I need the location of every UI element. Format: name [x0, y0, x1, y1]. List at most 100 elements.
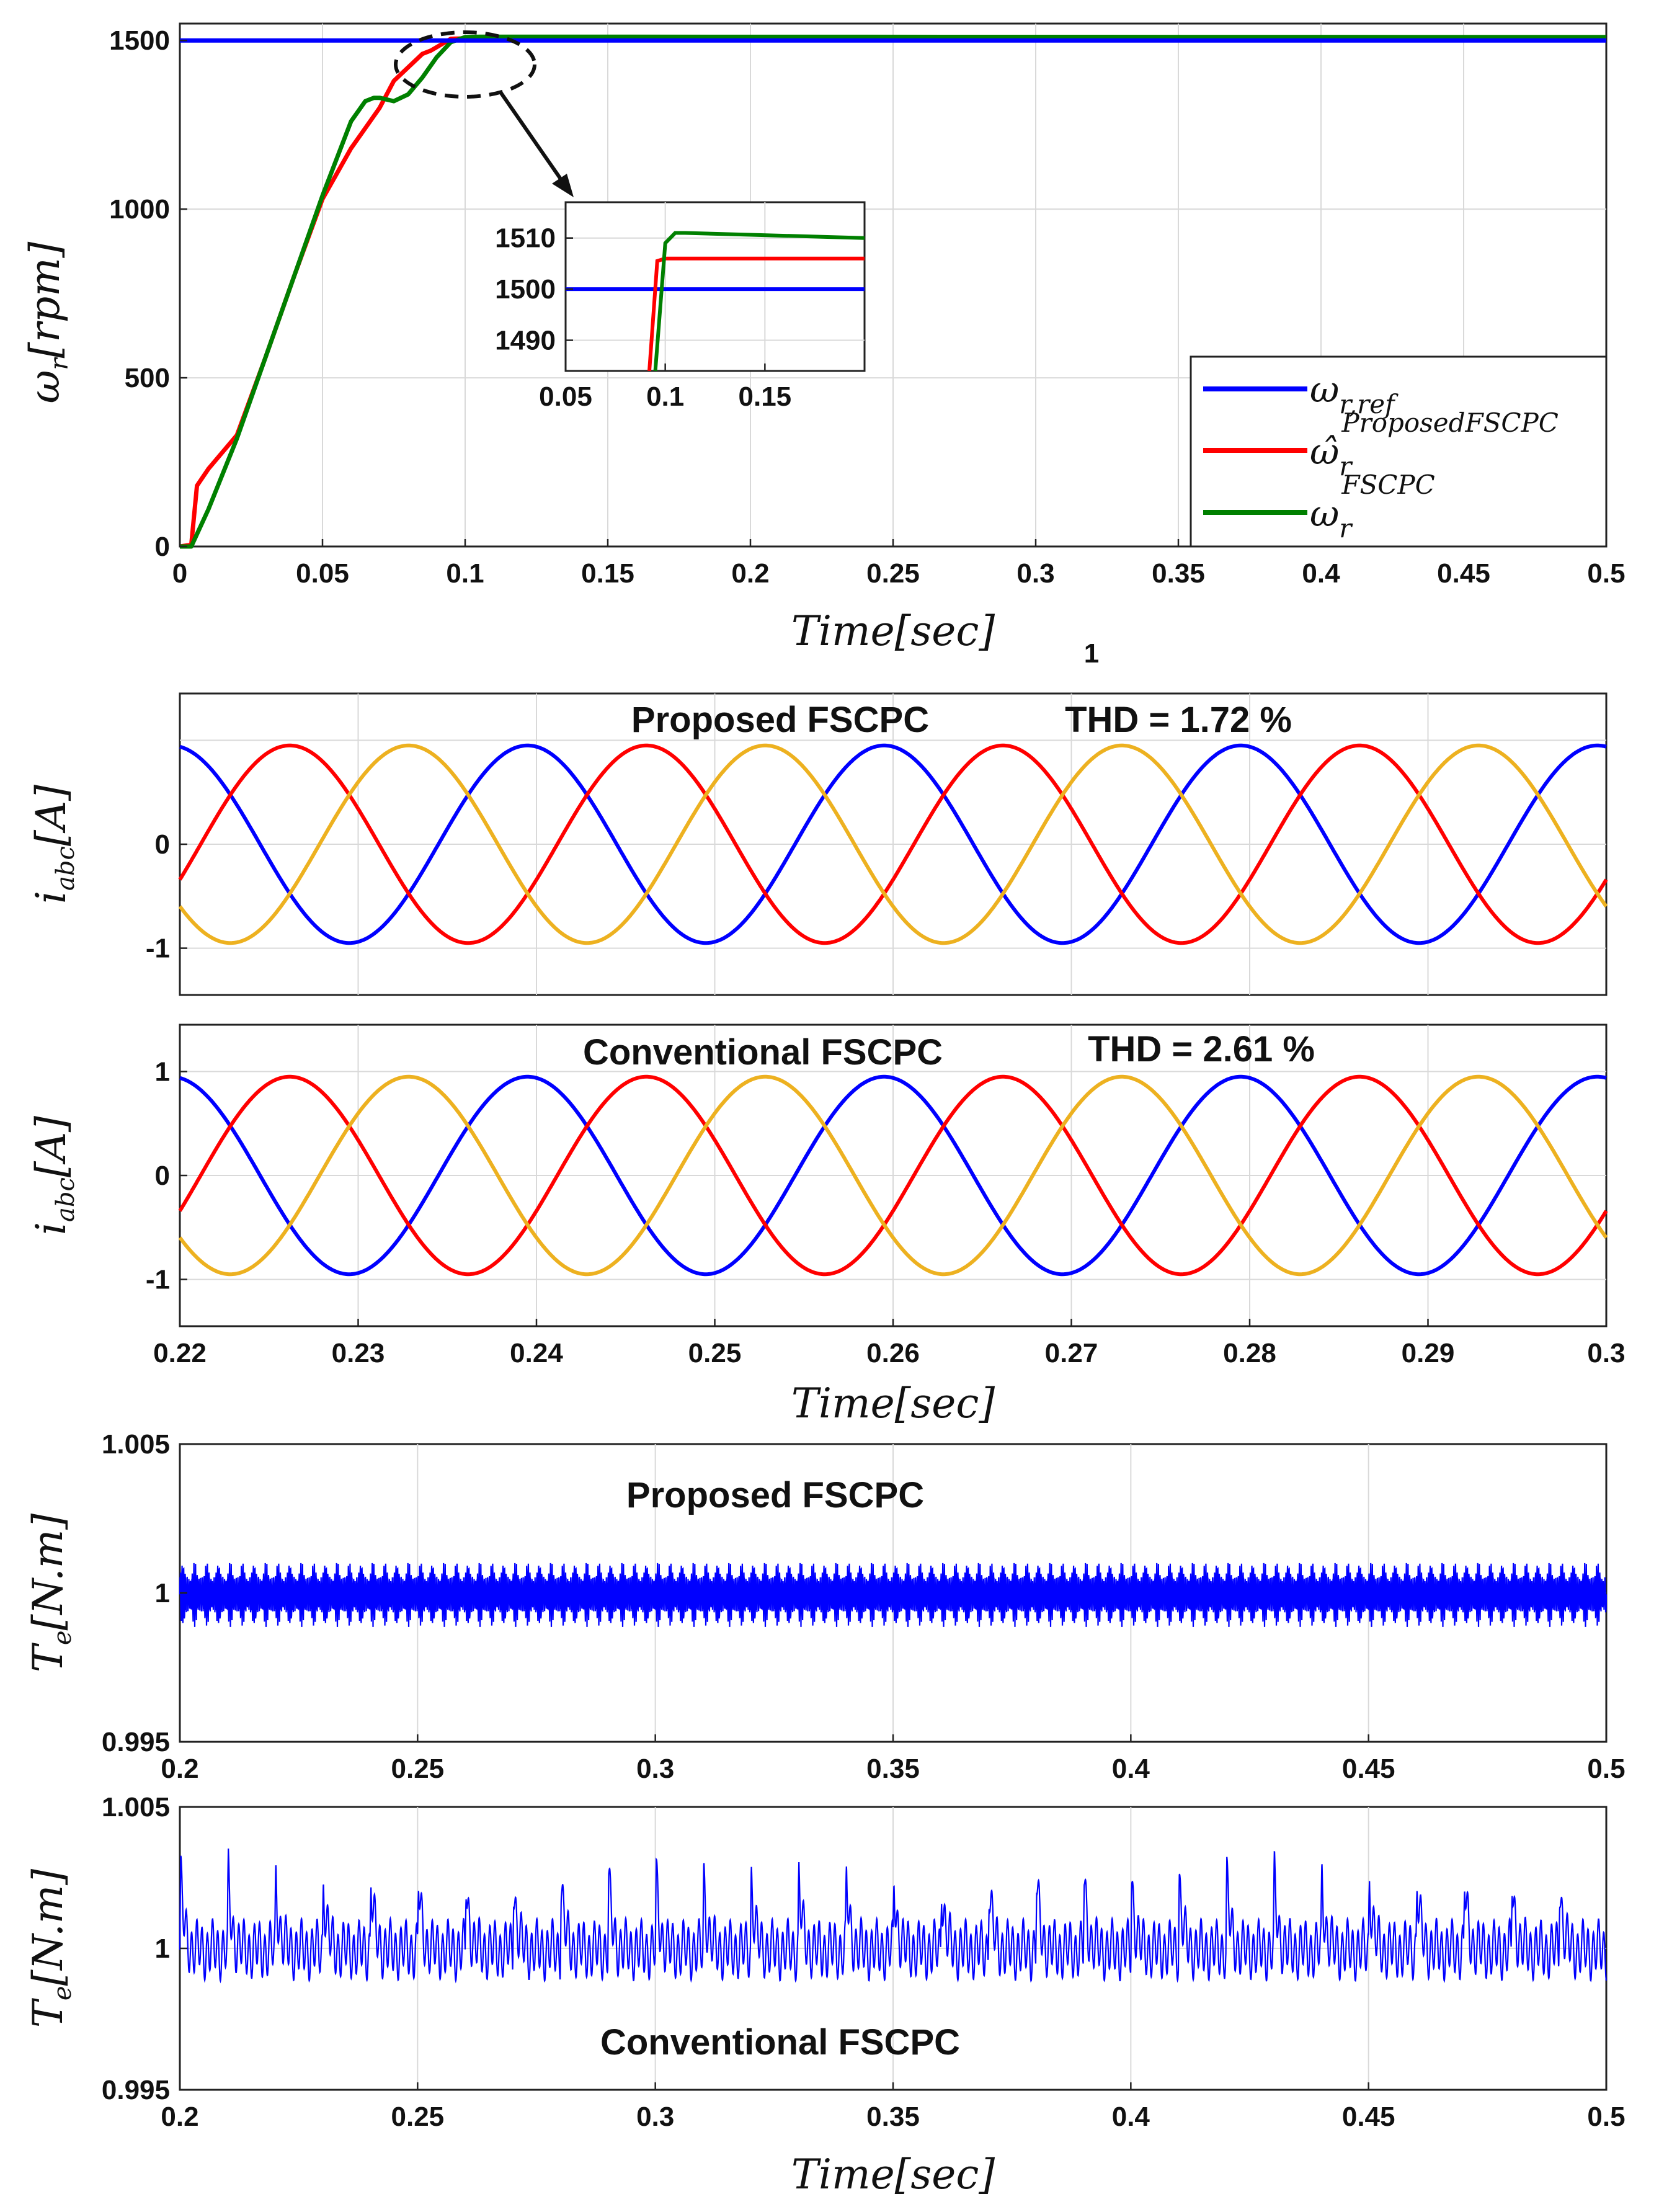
stray-mark: 1	[1084, 638, 1099, 669]
torque-conventional-xlabel: Time[sec]	[791, 2151, 995, 2198]
torque-conventional-yticks: 0.995 1 1.005	[102, 1792, 187, 2105]
inset-ytick-label: 1510	[495, 223, 556, 254]
current-conventional-panel: 0.22 0.23 0.24 0.25 0.26 0.27 0.28 0.29 0.3 -1 0 1…	[27, 1023, 1626, 1427]
current-conventional-xtick-label: 0.23	[332, 1338, 385, 1368]
torque-proposed-ytick-label: 0.995	[102, 1727, 170, 1757]
speed-xtick-label: 0.4	[1302, 558, 1340, 589]
speed-series	[179, 34, 1607, 549]
legend-label-ref: ωr,ref	[1310, 368, 1399, 419]
inset-plot: 0.05 0.1 0.15 1490 1500 1510	[495, 201, 866, 412]
current-conventional-ytick-label: 0	[155, 1161, 170, 1191]
torque-proposed-title: Proposed FSCPC	[626, 1475, 924, 1515]
current-proposed-title: Proposed FSCPC	[631, 700, 929, 740]
current-conventional-ytick-label: -1	[146, 1265, 170, 1295]
inset-xtick-label: 0.05	[539, 381, 592, 412]
torque-conventional-ripple-line	[179, 1849, 1608, 1984]
inset-series-line	[653, 231, 865, 372]
torque-proposed-yticks: 0.995 1 1.005	[102, 1429, 187, 1757]
torque-conventional-ytick-label: 1	[155, 1933, 170, 1964]
torque-conventional-xtick-label: 0.25	[391, 2102, 445, 2132]
current-conventional-xtick-label: 0.29	[1402, 1338, 1455, 1368]
torque-conventional-xtick-label: 0.3	[636, 2102, 674, 2132]
current-conventional-title: Conventional FSCPC	[583, 1032, 943, 1073]
speed-xtick-label: 0.2	[731, 558, 769, 589]
current-conventional-phase-line	[178, 1074, 1608, 1277]
current-proposed-panel: -1 0 Proposed FSCPC THD = 1.72 % iabc[A]	[27, 692, 1608, 996]
speed-xtick-label: 0.05	[296, 558, 349, 589]
current-conventional-xtick-label: 0.28	[1223, 1338, 1276, 1368]
torque-conventional-xtick-label: 0.35	[866, 2102, 920, 2132]
torque-proposed-panel: 0.2 0.25 0.3 0.35 0.4 0.45 0.5 0.995 1 1.005 Pro…	[24, 1429, 1626, 1784]
speed-legend: ωr,ref ω̂rProposedFSCPC ωrFSCPC	[1190, 355, 1608, 548]
current-conventional-xtick-label: 0.24	[510, 1338, 563, 1368]
speed-xtick-label: 0.15	[581, 558, 634, 589]
torque-conventional-ytick-label: 1.005	[102, 1792, 170, 1822]
speed-series-line	[180, 34, 1607, 549]
speed-ytick-label: 500	[125, 363, 170, 393]
inset-xtick-label: 0.1	[646, 381, 684, 412]
torque-conventional-ytick-label: 0.995	[102, 2075, 170, 2105]
current-proposed-phase-line	[178, 743, 1608, 945]
torque-proposed-xtick-label: 0.5	[1587, 1754, 1625, 1784]
torque-proposed-xtick-label: 0.2	[161, 1754, 198, 1784]
current-conventional-yticks: -1 0 1	[146, 1056, 187, 1295]
torque-conventional-xticks: 0.2 0.25 0.3 0.35 0.4 0.45 0.5	[161, 2082, 1626, 2132]
current-proposed-series	[178, 743, 1608, 945]
current-conventional-xtick-label: 0.27	[1045, 1338, 1098, 1368]
torque-proposed-xticks: 0.2 0.25 0.3 0.35 0.4 0.45 0.5	[161, 1734, 1626, 1784]
speed-xtick-label: 0.1	[446, 558, 484, 589]
current-conventional-thd: THD = 2.61 %	[1088, 1029, 1315, 1069]
inset-xticks: 0.05 0.1 0.15	[539, 363, 791, 412]
torque-conventional-grid	[180, 1807, 1606, 2090]
speed-xtick-label: 0	[172, 558, 187, 589]
inset-box	[564, 201, 866, 372]
speed-xtick-label: 0.5	[1587, 558, 1625, 589]
torque-proposed-xtick-label: 0.45	[1342, 1754, 1395, 1784]
speed-xtick-label: 0.45	[1437, 558, 1490, 589]
inset-series-line	[647, 256, 865, 372]
current-conventional-grid	[180, 1025, 1606, 1326]
torque-conventional-xtick-label: 0.5	[1587, 2102, 1625, 2132]
torque-proposed-xtick-label: 0.25	[391, 1754, 445, 1784]
inset-yticks: 1490 1500 1510	[495, 223, 573, 356]
torque-conventional-xtick-label: 0.2	[161, 2102, 198, 2132]
torque-proposed-xtick-label: 0.4	[1112, 1754, 1150, 1784]
speed-panel: 0 0.05 0.1 0.15 0.2 0.25 0.3 0.35 0.4 0.45 0.5 0 50…	[21, 22, 1626, 669]
speed-grid	[180, 24, 1606, 546]
inset-xtick-label: 0.15	[739, 381, 792, 412]
current-conventional-phase-line	[179, 1074, 1607, 1277]
torque-proposed-xtick-label: 0.35	[866, 1754, 920, 1784]
current-conventional-xticks: 0.22 0.23 0.24 0.25 0.26 0.27 0.28 0.29 0.3	[153, 1319, 1626, 1368]
torque-conventional-xtick-label: 0.45	[1342, 2102, 1395, 2132]
speed-ytick-label: 1500	[109, 25, 170, 56]
torque-proposed-ripple-line	[179, 1563, 1608, 1627]
speed-xlabel: Time[sec]	[791, 607, 995, 655]
inset-ytick-label: 1500	[495, 274, 556, 305]
current-conventional-phase-line	[178, 1074, 1608, 1277]
speed-xticks: 0 0.05 0.1 0.15 0.2 0.25 0.3 0.35 0.4 0.45 0.5	[172, 539, 1626, 589]
legend-label-proposed: ω̂rProposedFSCPC	[1310, 408, 1559, 481]
zoom-ellipse	[394, 30, 536, 99]
current-conventional-ytick-label: 1	[155, 1056, 170, 1087]
speed-xtick-label: 0.35	[1152, 558, 1205, 589]
torque-proposed-ylabel: Te[N.m]	[24, 1514, 77, 1673]
current-proposed-ylabel: iabc[A]	[27, 785, 80, 904]
speed-ylabel: ωr[rpm]	[21, 241, 74, 403]
current-proposed-thd: THD = 1.72 %	[1065, 700, 1292, 740]
current-conventional-ylabel: iabc[A]	[27, 1116, 80, 1235]
current-proposed-ytick-label: 0	[155, 829, 170, 860]
current-proposed-ytick-label: -1	[146, 934, 170, 964]
speed-yticks: 0 500 1000 1500	[109, 25, 187, 562]
torque-conventional-title: Conventional FSCPC	[600, 2022, 960, 2063]
current-conventional-series	[178, 1074, 1608, 1277]
torque-proposed-ytick-label: 1	[155, 1578, 170, 1608]
current-proposed-yticks: -1 0	[146, 829, 187, 964]
legend-label-fscpc: ωrFSCPC	[1310, 470, 1435, 543]
torque-conventional-panel: 0.2 0.25 0.3 0.35 0.4 0.45 0.5 0.995 1 1.005 Con…	[24, 1792, 1626, 2198]
current-proposed-grid	[180, 693, 1606, 995]
current-proposed-phase-line	[178, 743, 1608, 945]
speed-xtick-label: 0.3	[1016, 558, 1054, 589]
current-conventional-xlabel: Time[sec]	[791, 1380, 995, 1427]
torque-proposed-xtick-label: 0.3	[636, 1754, 674, 1784]
